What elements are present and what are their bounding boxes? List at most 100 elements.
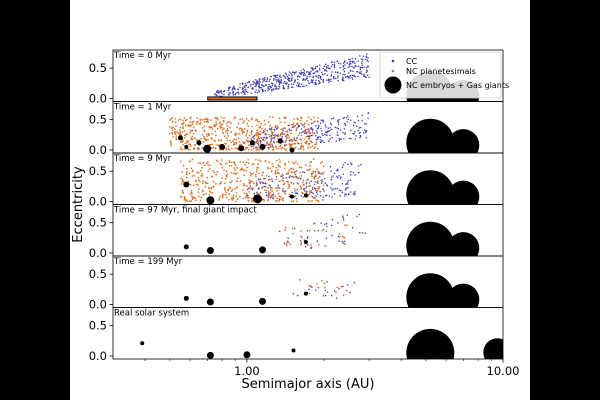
nc-point [183, 196, 186, 198]
nc-point [255, 141, 257, 144]
nc-point [308, 284, 311, 287]
cc-point [324, 182, 326, 185]
cc-point [326, 130, 329, 133]
nc-point [305, 135, 308, 138]
nc-point [309, 146, 312, 149]
cc-point [261, 90, 264, 92]
cc-point [307, 80, 309, 82]
nc-point [277, 164, 280, 166]
nc-point [208, 190, 211, 193]
cc-point [341, 215, 344, 217]
nc-point [311, 145, 314, 147]
nc-point [203, 135, 205, 138]
cc-point [366, 65, 369, 68]
cc-point [324, 289, 327, 292]
nc-point [218, 148, 221, 151]
nc-point [234, 116, 237, 118]
cc-point [285, 135, 287, 137]
nc-point [217, 144, 220, 146]
nc-point [225, 175, 228, 178]
cc-point [334, 187, 336, 190]
nc-point [220, 163, 223, 166]
nc-point [271, 126, 273, 129]
cc-point [278, 86, 281, 88]
nc-point [290, 175, 293, 178]
nc-point [268, 184, 270, 187]
cc-point [330, 128, 333, 130]
nc-point [243, 120, 245, 122]
cc-point [253, 192, 255, 195]
cc-point [297, 84, 300, 87]
embryo-point [303, 291, 308, 296]
cc-point [300, 178, 302, 180]
nc-point [224, 182, 226, 185]
cc-point [257, 144, 260, 146]
cc-point [357, 171, 360, 174]
cc-point [350, 191, 352, 193]
cc-point [250, 145, 253, 148]
cc-point [339, 194, 341, 197]
cc-point [311, 195, 313, 198]
nc-point [189, 120, 191, 123]
cc-point [359, 232, 361, 234]
cc-point [346, 214, 349, 216]
cc-point [331, 61, 333, 63]
cc-point [260, 181, 262, 183]
cc-point [297, 78, 299, 80]
nc-point [207, 138, 209, 141]
cc-point [284, 72, 287, 74]
cc-point [284, 145, 286, 147]
nc-point [189, 131, 192, 134]
nc-point [295, 170, 298, 172]
nc-point [169, 126, 171, 128]
cc-point [215, 91, 218, 93]
cc-point [269, 78, 271, 81]
nc-point [310, 172, 313, 175]
gas-giant-point [447, 232, 480, 256]
nc-point [314, 143, 316, 146]
nc-point [324, 286, 326, 289]
cc-point [349, 179, 352, 181]
cc-point [302, 130, 305, 133]
nc-point [260, 122, 263, 125]
cc-point [318, 67, 321, 69]
nc-point [273, 137, 276, 140]
nc-point [282, 174, 284, 177]
nc-point [179, 118, 182, 121]
nc-point [259, 182, 261, 185]
nc-point [235, 172, 238, 175]
nc-point [219, 121, 221, 124]
nc-point [269, 141, 272, 143]
nc-point [314, 146, 316, 148]
cc-point [345, 183, 347, 185]
cc-point [359, 134, 361, 137]
nc-point [274, 187, 277, 189]
cc-point [325, 70, 328, 72]
cc-point [325, 237, 328, 240]
cc-point [291, 79, 293, 81]
nc-point [246, 137, 249, 139]
nc-point [320, 179, 322, 182]
y-tick-label: 0.0 [89, 297, 107, 311]
cc-point [310, 247, 312, 250]
nc-point [270, 170, 273, 173]
cc-point [350, 137, 352, 140]
nc-point [201, 182, 204, 185]
nc-point [195, 183, 198, 186]
nc-point [231, 147, 233, 150]
nc-point [189, 193, 192, 196]
nc-point [252, 145, 254, 147]
cc-point [255, 79, 257, 81]
cc-point [327, 64, 329, 67]
cc-point [257, 89, 260, 91]
cc-point [367, 57, 369, 59]
cc-point [312, 67, 314, 70]
cc-point [319, 77, 321, 79]
cc-point [303, 70, 306, 72]
cc-point [344, 195, 346, 197]
cc-point [302, 68, 305, 70]
nc-point [198, 188, 200, 191]
cc-point [361, 60, 363, 63]
nc-point [201, 190, 204, 193]
